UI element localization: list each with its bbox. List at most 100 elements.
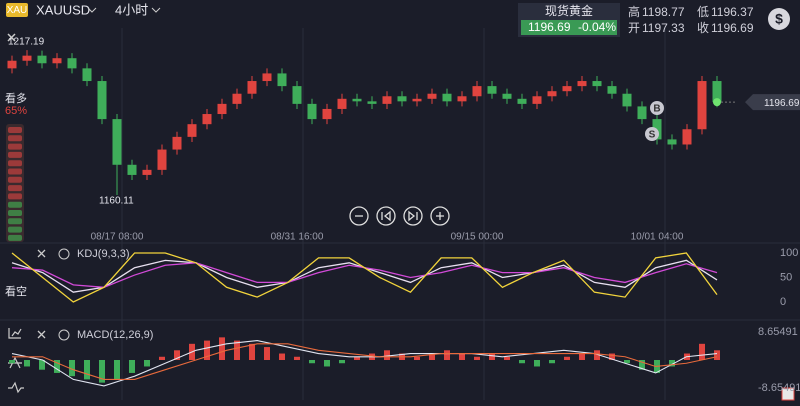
macd-bar — [9, 360, 15, 364]
trade-marker — [650, 101, 664, 115]
candle-body — [382, 96, 392, 104]
candle-body — [637, 106, 647, 120]
period[interactable]: 4小时 — [115, 2, 148, 17]
sentiment-segment — [8, 135, 22, 142]
close-icon[interactable] — [7, 33, 16, 42]
dropdown-icon[interactable] — [151, 7, 161, 13]
candle-body — [517, 98, 527, 104]
macd-bar — [429, 353, 435, 360]
currency-icon[interactable]: $ — [775, 11, 783, 27]
candle-body — [547, 91, 557, 97]
currency-button[interactable] — [768, 8, 790, 30]
high: 1198.77 — [642, 5, 685, 19]
macd-bar — [594, 350, 600, 360]
candle-body — [217, 103, 227, 115]
open: 1197.33 — [642, 21, 685, 35]
candle-body — [187, 124, 197, 137]
candle-body — [292, 86, 302, 104]
candle-body — [562, 86, 572, 92]
candle-body — [502, 93, 512, 99]
macd-bar — [354, 356, 360, 360]
sentiment-segment — [8, 234, 22, 241]
candle-body — [592, 81, 602, 87]
candle-body — [667, 139, 677, 145]
macd-bar — [309, 360, 315, 364]
macd-bar — [714, 350, 720, 360]
candle-body — [112, 119, 122, 165]
candle-body — [622, 93, 632, 107]
macd-bar — [414, 356, 420, 360]
bull-label: 看多 — [5, 91, 27, 105]
candle-body — [322, 108, 332, 120]
macd-bar — [489, 353, 495, 360]
symbol[interactable]: XAUUSD — [36, 2, 90, 17]
close-icon[interactable] — [37, 249, 46, 258]
macd-bar — [624, 360, 630, 364]
macd-bar — [234, 340, 240, 360]
candle-body — [262, 73, 272, 82]
sentiment-segment — [8, 176, 22, 183]
tool-icons[interactable] — [781, 387, 795, 401]
candle-body — [367, 101, 377, 104]
controls[interactable] — [349, 206, 450, 226]
price: 1196.69 — [528, 20, 571, 34]
candle-body — [697, 81, 707, 130]
candle-body — [397, 96, 407, 102]
candle-body — [472, 86, 482, 97]
candle-body — [7, 60, 17, 69]
candle-body — [52, 58, 62, 64]
candle-body — [37, 55, 47, 64]
dropdown-icon[interactable] — [87, 7, 97, 13]
macd-bar — [519, 360, 525, 364]
candle-body — [157, 149, 167, 170]
macd-bar — [639, 360, 645, 370]
macd-bar — [294, 356, 300, 360]
macd-line — [12, 343, 718, 380]
macd-bar — [264, 347, 270, 360]
candle-body — [127, 164, 137, 175]
candle-body — [607, 86, 617, 94]
candle-body — [412, 98, 422, 102]
sentiment-bar — [6, 124, 24, 242]
macd-bar — [609, 353, 615, 360]
settings-icon[interactable] — [58, 329, 70, 341]
candle-body — [97, 81, 107, 120]
grid — [0, 28, 800, 400]
sentiment-segment — [8, 151, 22, 158]
x-tick-label: 08/31 16:00 — [271, 232, 324, 243]
macd-bar — [24, 360, 30, 367]
close-icon[interactable] — [37, 330, 46, 339]
macd-bar — [549, 360, 555, 364]
macd-bar — [279, 353, 285, 360]
low: 1196.37 — [711, 5, 754, 19]
trade-marker-label: B — [653, 104, 660, 115]
settings-icon[interactable] — [58, 248, 70, 260]
low-label: 低 — [697, 5, 709, 19]
macd-bar — [219, 337, 225, 360]
y-tick-label: 0 — [780, 296, 786, 308]
macd-title: MACD(12,26,9) — [77, 329, 153, 341]
macd-bar — [159, 356, 165, 360]
badge-bg — [6, 3, 28, 17]
low-label: 1160.11 — [99, 196, 134, 207]
candle-body — [682, 129, 692, 145]
sentiment-segment — [8, 210, 22, 216]
kdj-line — [11, 252, 718, 303]
close: 1196.69 — [711, 21, 754, 35]
candle-body — [457, 96, 467, 102]
x-tick-label: 09/15 00:00 — [451, 232, 504, 243]
macd-bar — [459, 353, 465, 360]
candle-body — [67, 58, 77, 69]
macd-bar — [249, 343, 255, 360]
macd-bar — [99, 360, 105, 383]
candle-body — [247, 81, 257, 94]
y-tick-label: 50 — [780, 271, 792, 283]
sentiment-segment — [8, 185, 22, 192]
candle-body — [307, 103, 317, 120]
candle-body — [202, 114, 212, 125]
candle-body — [577, 81, 587, 87]
plot: 08/17 08:00 08/31 16:00 09/15 00:00 10/01 0… — [7, 37, 800, 394]
trade-marker — [645, 127, 659, 141]
candle-body — [442, 93, 452, 102]
